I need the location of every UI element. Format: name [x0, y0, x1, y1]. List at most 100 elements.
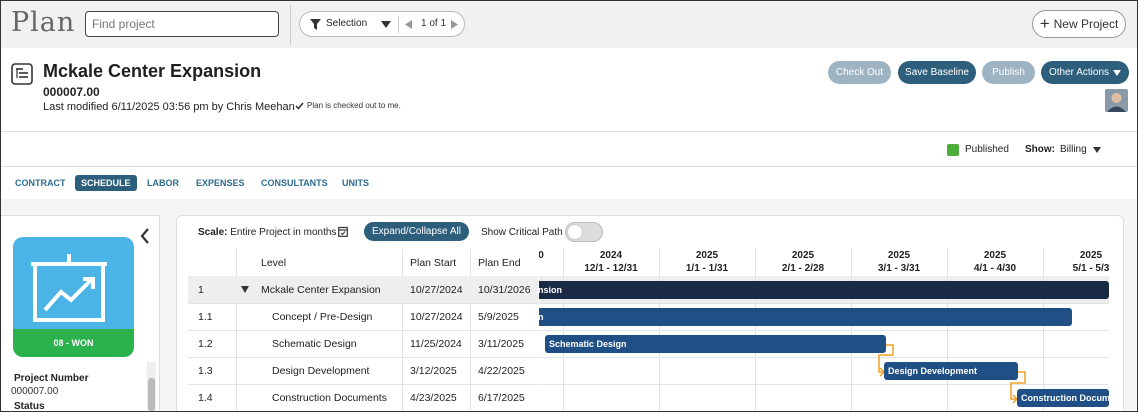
timeline-range: 5/1 - 5/3 — [1072, 263, 1109, 274]
gantt-bar[interactable]: Construction Docum — [1017, 389, 1109, 407]
grid-line — [539, 357, 1109, 358]
row-start: 10/27/2024 — [410, 283, 463, 296]
row-end: 3/11/2025 — [478, 337, 524, 350]
schedule-grid: Level Plan Start Plan End 1 Mckale Cente… — [188, 249, 538, 411]
row-number: 1.1 — [198, 310, 213, 323]
timeline-year: 2025 — [695, 250, 719, 261]
timeline-header: 2025 1/1 - 1/31 — [659, 249, 755, 276]
gantt-bar[interactable]: Schematic Design — [545, 335, 886, 353]
chevron-down-icon — [1092, 146, 1101, 153]
project-title: Mckale Center Expansion — [43, 61, 262, 81]
timeline-header: 2025 5/1 - 5/3 — [1043, 249, 1109, 276]
row-number: 1.2 — [198, 337, 213, 350]
project-number: 000007.00 — [43, 85, 100, 99]
other-actions-button[interactable]: Other Actions — [1041, 61, 1129, 84]
timeline-year: 2025 — [983, 250, 1007, 261]
row-start: 10/27/2024 — [410, 310, 463, 323]
dependency-lines — [878, 344, 1026, 404]
timeline-header: 2024 12/1 - 12/31 — [563, 249, 659, 276]
row-name[interactable]: Schematic Design — [272, 337, 357, 350]
status-card: 08 - WON — [13, 237, 134, 357]
collapse-icon[interactable] — [140, 228, 150, 244]
toolbar-divider — [290, 5, 291, 45]
published-status-dot — [947, 144, 959, 156]
search-input[interactable] — [85, 11, 279, 37]
tab-contract[interactable]: CONTRACT — [15, 178, 66, 188]
gantt-bar[interactable]: n — [539, 308, 1072, 326]
check-out-button[interactable]: Check Out — [828, 61, 891, 84]
show-value: Billing — [1060, 144, 1087, 155]
timeline-range: 3/1 - 3/31 — [877, 263, 921, 274]
status-label: 08 - WON — [13, 329, 134, 357]
selection-control[interactable]: Selection 1 of 1 — [299, 11, 465, 37]
save-baseline-button[interactable]: Save Baseline — [898, 61, 976, 84]
level-header: Level — [261, 256, 287, 269]
project-number-value: 000007.00 — [11, 386, 59, 397]
row-start: 4/23/2025 — [410, 391, 457, 404]
tab-bar: CONTRACT SCHEDULE LABOR EXPENSES CONSULT… — [1, 167, 1137, 199]
tab-consultants[interactable]: CONSULTANTS — [261, 178, 328, 188]
critical-path-label: Show Critical Path — [481, 227, 563, 238]
row-number: 1 — [198, 283, 204, 296]
plan-icon — [11, 63, 33, 85]
new-project-button[interactable]: + New Project — [1032, 10, 1126, 38]
gantt-bar[interactable]: Design Development — [884, 362, 1018, 380]
check-icon — [295, 102, 304, 110]
chevron-down-icon[interactable] — [381, 21, 391, 28]
timeline-range: 12/1 - 12/31 — [584, 263, 638, 274]
toggle-knob — [567, 224, 583, 240]
last-modified: Last modified 6/11/2025 03:56 pm by Chri… — [43, 101, 295, 113]
divider — [1, 131, 1137, 132]
row-name[interactable]: Construction Documents — [272, 391, 387, 404]
selection-label: Selection — [326, 18, 368, 29]
chart-board-icon — [31, 254, 107, 322]
row-name[interactable]: Design Development — [272, 364, 370, 377]
avatar[interactable] — [1105, 89, 1128, 112]
row-name[interactable]: Concept / Pre-Design — [272, 310, 373, 323]
gantt-chart: 0 2024 12/1 - 12/31 2025 1/1 - 1/31 2025 2/… — [539, 249, 1109, 411]
expand-collapse-button[interactable]: Expand/Collapse All — [364, 222, 469, 241]
row-end: 10/31/2026 — [478, 283, 531, 296]
sidebar-scrollbar[interactable] — [147, 362, 156, 411]
next-icon[interactable] — [451, 20, 458, 29]
timeline-range: 0 — [539, 249, 551, 262]
prev-icon[interactable] — [405, 20, 412, 29]
timeline-year: 2025 — [791, 250, 815, 261]
tab-labor[interactable]: LABOR — [147, 178, 179, 188]
timeline-header: 2025 2/1 - 2/28 — [755, 249, 851, 276]
grid-line — [188, 357, 538, 358]
critical-path-toggle[interactable] — [565, 222, 603, 242]
row-start: 11/25/2024 — [410, 337, 462, 350]
grid-line — [188, 330, 538, 331]
gantt-bar[interactable]: nsion — [539, 281, 1109, 299]
status-field-label: Status — [14, 401, 45, 412]
top-bar: Plan Selection 1 of 1 + New Project — [1, 1, 1137, 48]
tab-expenses[interactable]: EXPENSES — [196, 178, 245, 188]
calendar-icon[interactable] — [338, 226, 348, 237]
publish-button[interactable]: Publish — [982, 61, 1035, 84]
row-start: 3/12/2025 — [410, 364, 457, 377]
scrollbar-thumb[interactable] — [148, 378, 155, 411]
timeline-header: 2025 3/1 - 3/31 — [851, 249, 947, 276]
row-number: 1.3 — [198, 364, 213, 377]
grid-line — [188, 384, 538, 385]
row-name: Mckale Center Expansion — [261, 283, 381, 296]
expand-triangle-icon[interactable] — [241, 286, 249, 293]
checkout-note: Plan is checked out to me. — [295, 101, 401, 110]
chevron-down-icon — [1113, 69, 1122, 76]
grid-line — [188, 303, 538, 304]
app-logo: Plan — [11, 7, 76, 38]
timeline-range: 2/1 - 2/28 — [781, 263, 825, 274]
divider — [1, 166, 1137, 167]
scale-label: Scale: — [198, 227, 228, 238]
other-actions-label: Other Actions — [1048, 67, 1110, 78]
filter-icon — [310, 19, 321, 30]
show-dropdown[interactable]: Billing — [1060, 144, 1101, 155]
plan-start-header: Plan Start — [410, 256, 457, 269]
tab-units[interactable]: UNITS — [342, 178, 369, 188]
published-label: Published — [965, 144, 1009, 155]
timeline-header: 2025 4/1 - 4/30 — [947, 249, 1043, 276]
timeline-year: 2024 — [599, 250, 623, 261]
tab-schedule[interactable]: SCHEDULE — [75, 175, 137, 191]
scale-control: Scale: Entire Project in months — [198, 227, 336, 238]
